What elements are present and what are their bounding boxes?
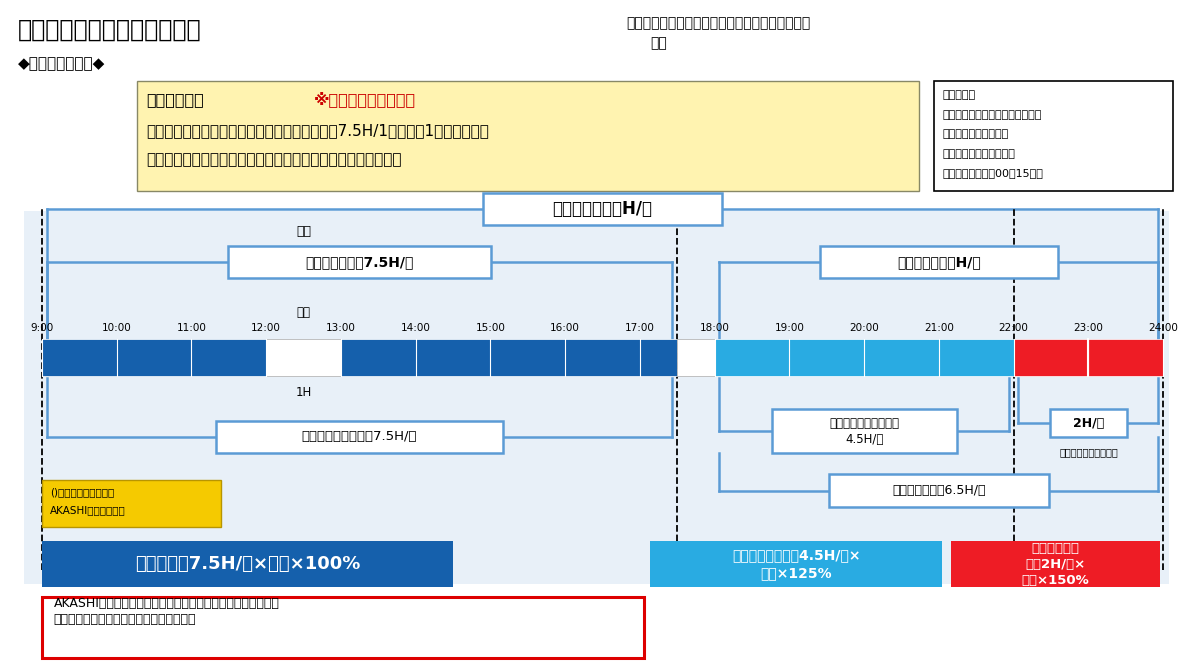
Text: 労働時間は: 労働時間は [942, 91, 976, 100]
Text: AKASHIでは（所定内労働時間）（深夜外後残業時間）（深夜
内後残業時間）（後残業時間）を出力する: AKASHIでは（所定内労働時間）（深夜外後残業時間）（深夜 内後残業時間）（後… [54, 597, 279, 627]
Text: 12:00: 12:00 [251, 323, 282, 333]
FancyBboxPatch shape [42, 541, 453, 587]
FancyBboxPatch shape [42, 480, 221, 527]
FancyBboxPatch shape [951, 541, 1160, 587]
FancyBboxPatch shape [828, 474, 1050, 507]
FancyBboxPatch shape [266, 339, 341, 376]
FancyBboxPatch shape [650, 541, 942, 587]
Text: ９：００～２４：００まで勤務すると以下のようになります。: ９：００～２４：００まで勤務すると以下のようになります。 [147, 152, 402, 167]
Text: 所定内時間7.5H/日×単価×100%: 所定内時間7.5H/日×単価×100% [135, 556, 360, 573]
FancyBboxPatch shape [341, 339, 678, 376]
Text: 21:00: 21:00 [923, 323, 954, 333]
Text: 労基署リーフレット記載方法による計算（外数）: 労基署リーフレット記載方法による計算（外数） [626, 17, 810, 30]
Text: 23:00: 23:00 [1074, 323, 1104, 333]
Text: AKASHIの出力項目名: AKASHIの出力項目名 [50, 506, 125, 515]
Text: ◆平日（労働日）◆: ◆平日（労働日）◆ [18, 56, 105, 71]
FancyBboxPatch shape [137, 81, 919, 191]
Text: 14:00: 14:00 [401, 323, 431, 333]
FancyBboxPatch shape [24, 211, 1169, 584]
Text: 22:00: 22:00 [999, 323, 1028, 333]
Text: ※外数で計算する場合: ※外数で計算する場合 [314, 91, 416, 107]
Text: 20:00: 20:00 [849, 323, 879, 333]
Text: 拘束時間　１５H/日: 拘束時間 １５H/日 [552, 200, 653, 217]
Text: 深夜内後残業
時間2H/日×
単価×150%: 深夜内後残業 時間2H/日× 単価×150% [1021, 541, 1089, 587]
Text: 15:00: 15:00 [475, 323, 506, 333]
Text: 16:00: 16:00 [550, 323, 580, 333]
FancyBboxPatch shape [1050, 409, 1127, 437]
Text: 所定労働時間　7.5H/日: 所定労働時間 7.5H/日 [305, 256, 414, 269]
Text: 休憩: 休憩 [296, 305, 310, 319]
Text: １日の所定労働時間が９：００～１７：３０（7.5H/1日・休憩1時間）の場合: １日の所定労働時間が９：００～１７：３０（7.5H/1日・休憩1時間）の場合 [147, 123, 489, 138]
FancyBboxPatch shape [678, 339, 715, 376]
Text: 勤務管理　残業計算のしくみ: 勤務管理 残業計算のしくみ [18, 18, 202, 42]
FancyBboxPatch shape [1014, 339, 1163, 376]
Text: ９：００～２４：００のうち休憩: ９：００～２４：００のうち休憩 [942, 110, 1041, 119]
Text: 18:00: 18:00 [699, 323, 730, 333]
Text: 拘束時間（在場時間）は: 拘束時間（在場時間）は [942, 149, 1015, 158]
FancyBboxPatch shape [483, 193, 722, 225]
Text: 1H: 1H [296, 386, 311, 399]
FancyBboxPatch shape [934, 81, 1173, 191]
Text: （所定内労働時間）7.5H/日: （所定内労働時間）7.5H/日 [302, 430, 418, 444]
Text: （後残業時間）6.5H/日: （後残業時間）6.5H/日 [892, 484, 985, 497]
Text: 2H/日: 2H/日 [1073, 417, 1104, 430]
Text: 9:00: 9:00 [30, 323, 54, 333]
Text: 19:00: 19:00 [774, 323, 804, 333]
Text: （深夜外後残業時間）
4.5H/日: （深夜外後残業時間） 4.5H/日 [829, 417, 900, 446]
Text: ()　カッコ内の名称は: () カッコ内の名称は [50, 487, 115, 497]
FancyBboxPatch shape [715, 339, 1014, 376]
FancyBboxPatch shape [820, 246, 1058, 278]
Text: 参照: 参照 [650, 37, 667, 50]
Text: 13:00: 13:00 [326, 323, 356, 333]
Text: 10:00: 10:00 [101, 323, 131, 333]
Text: 【ケース３】: 【ケース３】 [147, 92, 204, 107]
Text: 深夜外後残業時間4.5H/日×
単価×125%: 深夜外後残業時間4.5H/日× 単価×125% [733, 549, 860, 580]
Text: 11:00: 11:00 [177, 323, 206, 333]
Text: 労働時間　１４H/日: 労働時間 １４H/日 [897, 256, 981, 269]
FancyBboxPatch shape [228, 246, 490, 278]
Text: 17:00: 17:00 [625, 323, 655, 333]
Text: 24:00: 24:00 [1148, 323, 1179, 333]
Text: 休憩: 休憩 [296, 225, 311, 238]
Text: 時間を除いた１４時間: 時間を除いた１４時間 [942, 130, 1009, 139]
FancyBboxPatch shape [42, 597, 644, 658]
FancyBboxPatch shape [216, 421, 502, 453]
Text: （深夜内後残業時間）: （深夜内後残業時間） [1059, 448, 1118, 457]
Text: ９：００～２４：00の15時間: ９：００～２４：00の15時間 [942, 168, 1044, 178]
FancyBboxPatch shape [42, 339, 266, 376]
FancyBboxPatch shape [772, 409, 957, 453]
